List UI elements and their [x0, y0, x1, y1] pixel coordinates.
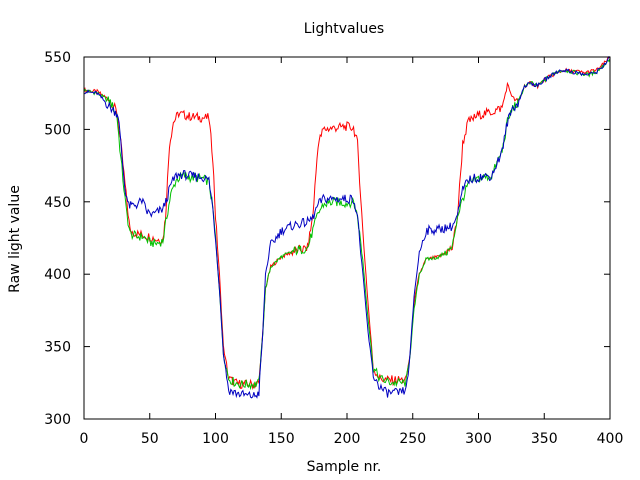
x-tick-label: 250: [399, 431, 426, 447]
x-tick-label: 350: [531, 431, 558, 447]
x-tick-label: 300: [465, 431, 492, 447]
series-layer: [83, 56, 611, 399]
series-line-1: [83, 56, 611, 391]
y-tick-label: 300: [44, 412, 71, 428]
plot-frame: [83, 56, 611, 420]
x-tick-label: 400: [597, 431, 624, 447]
y-tick-label: 400: [44, 267, 71, 283]
series-line-3: [83, 56, 611, 399]
y-tick-label: 550: [44, 50, 71, 66]
y-axis-label: Raw light value: [7, 185, 23, 293]
y-tick-label: 350: [44, 340, 71, 356]
series-line-2: [83, 58, 611, 391]
chart-title: Lightvalues: [304, 21, 384, 37]
x-tick-label: 0: [80, 431, 89, 447]
x-tick-label: 100: [202, 431, 229, 447]
x-axis-label: Sample nr.: [307, 459, 382, 475]
x-tick-label: 150: [268, 431, 295, 447]
x-tick-label: 200: [334, 431, 361, 447]
y-tick-label: 500: [44, 122, 71, 138]
x-tick-label: 50: [141, 431, 159, 447]
ticks-layer: 0 50 100 150 200 250 300 350 400 300 350 400 450 500 5…: [44, 50, 623, 447]
y-tick-label: 450: [44, 195, 71, 211]
